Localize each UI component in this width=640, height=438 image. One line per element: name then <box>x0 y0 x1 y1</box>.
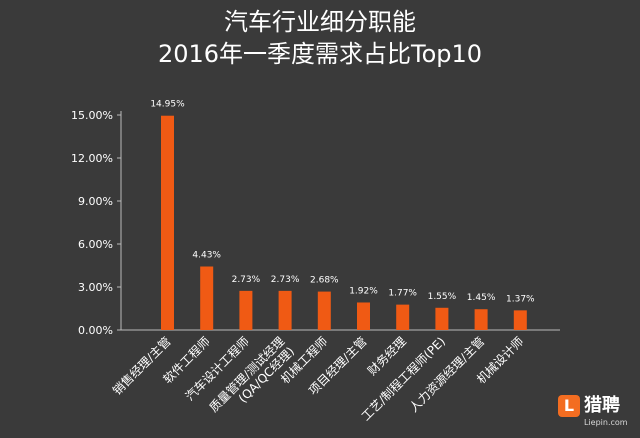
liepin-logo-icon: L <box>558 395 580 417</box>
bar <box>200 266 214 330</box>
data-label: 1.55% <box>428 292 457 302</box>
bar <box>278 290 292 330</box>
data-label: 4.43% <box>192 251 221 261</box>
y-tick-label: 0.00% <box>78 324 113 337</box>
liepin-logo-site: Liepin.com <box>584 418 628 427</box>
data-label: 1.45% <box>467 293 496 303</box>
data-label: 14.95% <box>150 100 185 110</box>
bar <box>357 302 370 330</box>
bar <box>474 309 488 330</box>
chart-title: 汽车行业细分职能 2016年一季度需求占比Top10 <box>0 6 640 70</box>
bar <box>396 304 410 330</box>
y-tick-label: 12.00% <box>71 152 113 165</box>
bar <box>161 115 174 330</box>
data-label: 2.68% <box>310 276 339 286</box>
liepin-logo-name: 猎聘 <box>584 395 620 416</box>
chart-title-line-2: 2016年一季度需求占比Top10 <box>157 40 483 68</box>
y-tick-label: 15.00% <box>71 109 113 122</box>
chart-title-line-1: 汽车行业细分职能 <box>224 8 416 36</box>
y-tick-label: 3.00% <box>78 281 113 294</box>
liepin-logo: L 猎聘 Liepin.com <box>558 394 632 428</box>
y-tick-label: 9.00% <box>78 195 113 208</box>
data-label: 1.37% <box>506 294 535 304</box>
data-label: 2.73% <box>232 275 261 285</box>
data-label: 2.73% <box>271 275 300 285</box>
category-label: 销售经理/主管 <box>109 334 173 398</box>
bar <box>435 307 449 330</box>
y-tick-label: 6.00% <box>78 238 113 251</box>
bar <box>239 290 253 330</box>
data-label: 1.77% <box>388 289 417 299</box>
data-label: 1.92% <box>349 286 378 296</box>
bar <box>317 291 331 330</box>
category-label: 人力资源经理/主管 <box>406 334 487 415</box>
bar <box>513 310 527 330</box>
